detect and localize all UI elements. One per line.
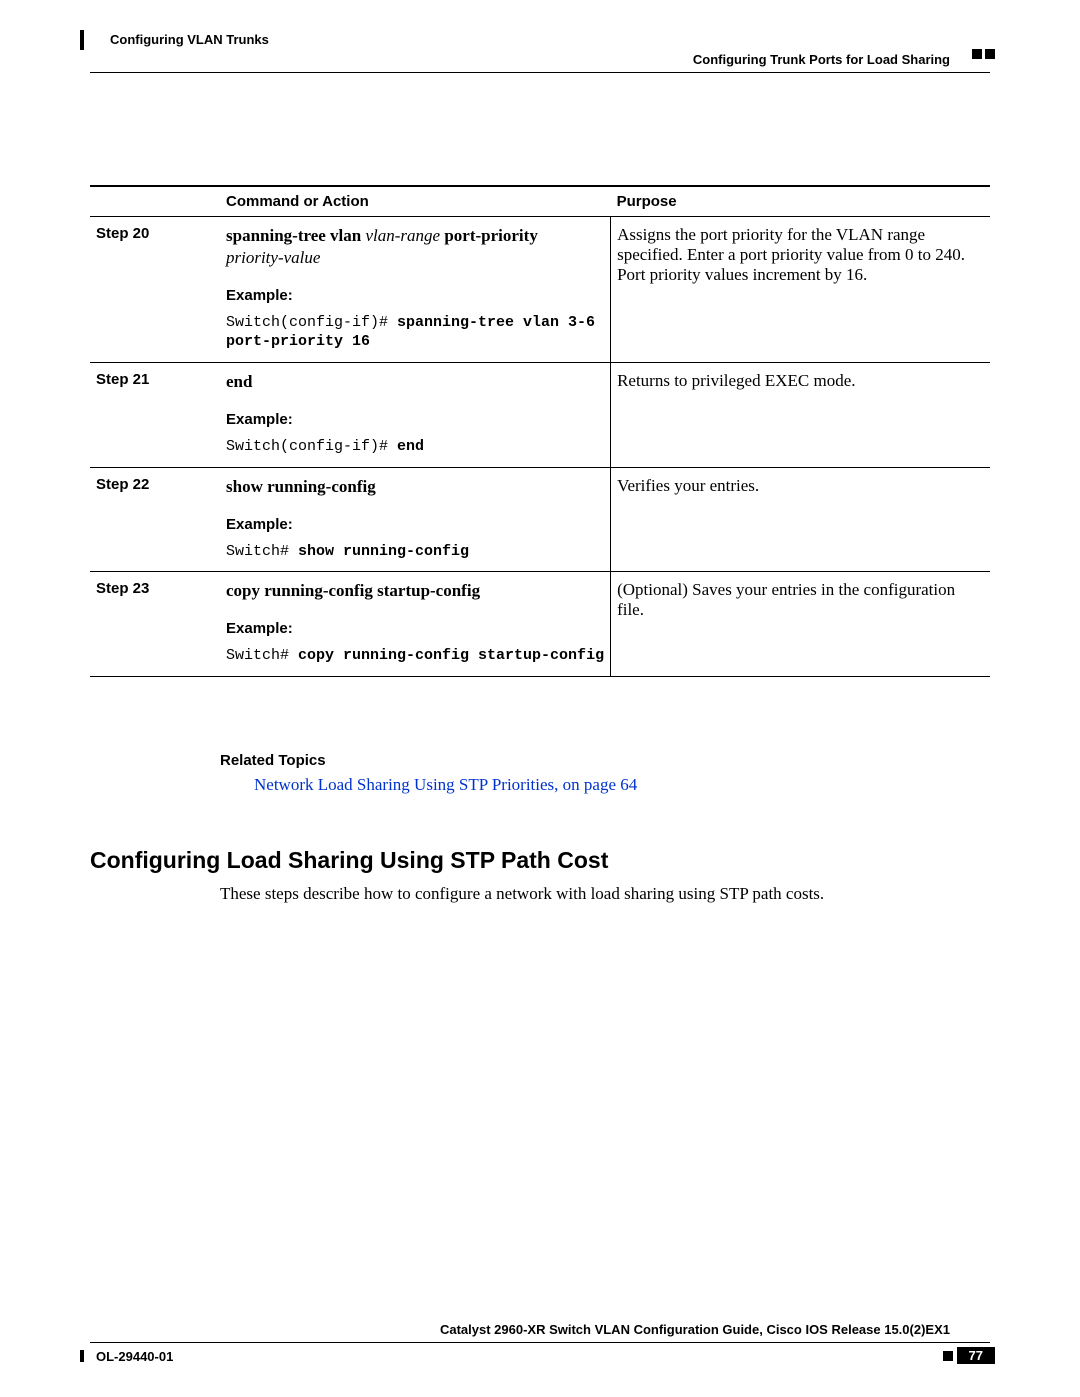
header-rule <box>90 72 990 73</box>
command-cell: spanning-tree vlan vlan-range port-prior… <box>220 217 611 363</box>
cmd-arg: vlan-range <box>366 226 441 245</box>
section-heading: Configuring Load Sharing Using STP Path … <box>90 847 990 874</box>
table-row: Step 23 copy running-config startup-conf… <box>90 572 990 677</box>
cmd-keyword: end <box>226 372 252 391</box>
cmd-keyword: spanning-tree vlan <box>226 226 361 245</box>
header-chapter-title: Configuring VLAN Trunks <box>110 32 269 47</box>
footer-square-icon <box>943 1351 953 1361</box>
cmd-keyword: show running-config <box>226 477 376 496</box>
code-prompt: Switch# <box>226 647 298 664</box>
table-row: Step 22 show running-config Example: Swi… <box>90 467 990 572</box>
steps-table: Command or Action Purpose Step 20 spanni… <box>90 185 990 677</box>
example-label: Example: <box>226 287 604 304</box>
step-label: Step 20 <box>90 217 220 363</box>
col-header-command: Command or Action <box>220 186 611 217</box>
step-label: Step 21 <box>90 362 220 467</box>
footer-left-mark-icon <box>80 1350 84 1362</box>
example-label: Example: <box>226 411 604 428</box>
command-syntax: show running-config <box>226 476 604 498</box>
footer-page-wrap: 77 <box>943 1347 995 1364</box>
page: Configuring VLAN Trunks Configuring Trun… <box>0 0 1080 1397</box>
command-cell: end Example: Switch(config-if)# end <box>220 362 611 467</box>
step-label: Step 23 <box>90 572 220 677</box>
code-command: end <box>397 438 424 455</box>
table-row: Step 21 end Example: Switch(config-if)# … <box>90 362 990 467</box>
cmd-keyword: copy running-config startup-config <box>226 581 480 600</box>
example-code: Switch# show running-config <box>226 543 604 562</box>
command-cell: show running-config Example: Switch# sho… <box>220 467 611 572</box>
content-area: Command or Action Purpose Step 20 spanni… <box>90 185 990 904</box>
command-syntax: spanning-tree vlan vlan-range port-prior… <box>226 225 604 269</box>
col-header-purpose: Purpose <box>611 186 990 217</box>
header-section-title: Configuring Trunk Ports for Load Sharing <box>693 52 950 67</box>
col-header-step <box>90 186 220 217</box>
footer-page-number: 77 <box>957 1347 995 1364</box>
footer-doc-id: OL-29440-01 <box>96 1349 173 1364</box>
example-label: Example: <box>226 620 604 637</box>
purpose-cell: Assigns the port priority for the VLAN r… <box>611 217 990 363</box>
code-prompt: Switch# <box>226 543 298 560</box>
related-topics-block: Related Topics Network Load Sharing Usin… <box>220 752 990 795</box>
example-code: Switch(config-if)# end <box>226 438 604 457</box>
table-header-row: Command or Action Purpose <box>90 186 990 217</box>
example-code: Switch# copy running-config startup-conf… <box>226 647 604 666</box>
command-syntax: end <box>226 371 604 393</box>
purpose-cell: Verifies your entries. <box>611 467 990 572</box>
table-row: Step 20 spanning-tree vlan vlan-range po… <box>90 217 990 363</box>
command-syntax: copy running-config startup-config <box>226 580 604 602</box>
command-cell: copy running-config startup-config Examp… <box>220 572 611 677</box>
example-label: Example: <box>226 516 604 533</box>
cmd-arg: priority-value <box>226 248 320 267</box>
footer-rule <box>90 1342 990 1343</box>
related-topics-heading: Related Topics <box>220 752 990 769</box>
code-prompt: Switch(config-if)# <box>226 438 397 455</box>
section-intro-text: These steps describe how to configure a … <box>220 884 990 904</box>
code-prompt: Switch(config-if)# <box>226 314 397 331</box>
step-label: Step 22 <box>90 467 220 572</box>
page-footer: Catalyst 2960-XR Switch VLAN Configurati… <box>90 1342 990 1367</box>
header-left-mark-icon <box>80 30 84 50</box>
purpose-cell: Returns to privileged EXEC mode. <box>611 362 990 467</box>
header-squares-icon <box>972 49 995 59</box>
code-command: show running-config <box>298 543 469 560</box>
cmd-keyword: port-priority <box>444 226 537 245</box>
code-command: copy running-config startup-config <box>298 647 604 664</box>
footer-guide-title: Catalyst 2960-XR Switch VLAN Configurati… <box>440 1322 950 1337</box>
example-code: Switch(config-if)# spanning-tree vlan 3-… <box>226 314 604 352</box>
related-topic-link[interactable]: Network Load Sharing Using STP Prioritie… <box>254 775 990 795</box>
purpose-cell: (Optional) Saves your entries in the con… <box>611 572 990 677</box>
footer-row: OL-29440-01 77 <box>90 1347 990 1367</box>
page-header: Configuring VLAN Trunks Configuring Trun… <box>90 30 990 90</box>
